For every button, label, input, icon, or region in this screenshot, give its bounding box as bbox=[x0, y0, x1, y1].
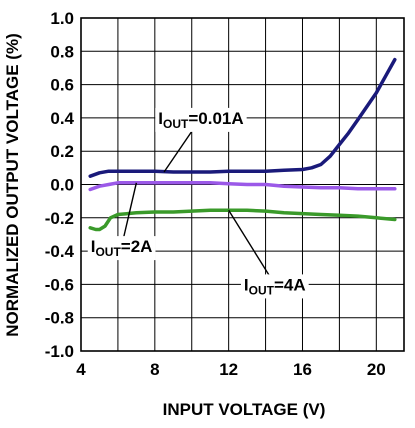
series-label-rest: =4A bbox=[274, 275, 306, 294]
annotation-background bbox=[240, 274, 309, 299]
series-label-0: IOUT=0.01A bbox=[158, 109, 243, 131]
series-annotation-2: IOUT=4A bbox=[228, 209, 309, 299]
series-label-1: IOUT=2A bbox=[91, 237, 153, 259]
annotation-background bbox=[155, 107, 247, 132]
plot-frame bbox=[80, 17, 405, 352]
y-axis-title: NORMALIZED OUTPUT VOLTAGE (%) bbox=[3, 33, 22, 336]
series-label-2: IOUT=4A bbox=[244, 275, 306, 297]
annotation-leader bbox=[120, 182, 138, 247]
y-tick-label: 0.0 bbox=[50, 176, 74, 195]
series-label-rest: =0.01A bbox=[188, 109, 243, 128]
y-tick-label: 1.0 bbox=[50, 9, 74, 28]
series-label-main: I bbox=[158, 109, 163, 128]
x-tick-labels: 4 8 12 16 20 bbox=[76, 360, 386, 379]
series-line-1 bbox=[88, 181, 397, 192]
x-tick-label: 12 bbox=[219, 360, 238, 379]
series-label-sub: OUT bbox=[95, 245, 121, 259]
x-tick-label: 16 bbox=[293, 360, 312, 379]
series-label-rest: =2A bbox=[121, 237, 153, 256]
x-axis-title: INPUT VOLTAGE (V) bbox=[163, 400, 326, 419]
x-tick-label: 20 bbox=[367, 360, 386, 379]
series-annotation-0: IOUT=0.01A bbox=[155, 107, 247, 173]
series-label-sub: OUT bbox=[249, 283, 275, 297]
series-annotation-1: IOUT=2A bbox=[87, 182, 156, 261]
series-label-main: I bbox=[91, 237, 96, 256]
series-line-0 bbox=[88, 57, 397, 178]
x-tick-label: 8 bbox=[150, 360, 159, 379]
annotation-leader bbox=[228, 209, 276, 285]
y-tick-label: -0.2 bbox=[45, 209, 74, 228]
x-tick-label: 4 bbox=[76, 360, 86, 379]
y-tick-labels: 1.0 0.8 0.6 0.4 0.2 0.0 -0.2 -0.4 -0.6 -0.8 -1.0 bbox=[45, 9, 75, 361]
y-tick-label: 0.8 bbox=[50, 42, 74, 61]
y-tick-label: 0.4 bbox=[50, 109, 74, 128]
series-label-sub: OUT bbox=[163, 117, 189, 131]
y-tick-label: 0.2 bbox=[50, 142, 74, 161]
annotation-background bbox=[87, 236, 156, 261]
series-line-2 bbox=[88, 208, 397, 232]
y-tick-label: -0.8 bbox=[45, 309, 74, 328]
series-label-main: I bbox=[244, 275, 249, 294]
series-layer bbox=[88, 57, 397, 232]
y-tick-label: -0.6 bbox=[45, 275, 74, 294]
y-tick-label: -1.0 bbox=[45, 342, 74, 361]
y-tick-label: 0.6 bbox=[50, 76, 74, 95]
y-tick-label: -0.4 bbox=[45, 242, 75, 261]
